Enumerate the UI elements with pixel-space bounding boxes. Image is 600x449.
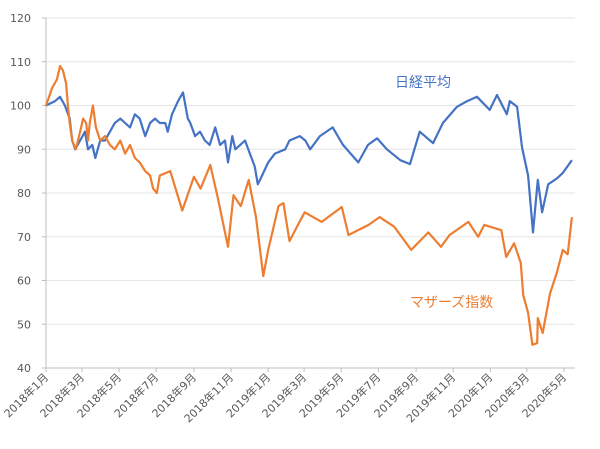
y-tick-label: 40 [17, 362, 31, 375]
y-tick-label: 50 [17, 318, 31, 331]
y-tick-label: 70 [17, 231, 31, 244]
series-line-nikkei [45, 91, 573, 234]
gridlines [46, 17, 575, 325]
y-tick-label: 120 [10, 12, 31, 25]
series-line-mothers [44, 64, 573, 346]
y-tick-label: 80 [17, 187, 31, 200]
y-tick-label: 110 [10, 56, 31, 69]
series-label-mothers: マザーズ指数 [410, 295, 493, 311]
y-tick-label: 60 [17, 275, 31, 288]
y-tick-label: 90 [17, 143, 31, 156]
y-tick-label: 100 [10, 100, 31, 113]
y-axis: 40 50 60 70 80 90 100 110 120 [10, 12, 47, 375]
series-label-nikkei: 日経平均 [395, 75, 451, 91]
x-axis: 2018年1月2018年3月2018年5月2018年7月2018年9月2018年… [1, 367, 575, 425]
series-lines [44, 64, 573, 346]
